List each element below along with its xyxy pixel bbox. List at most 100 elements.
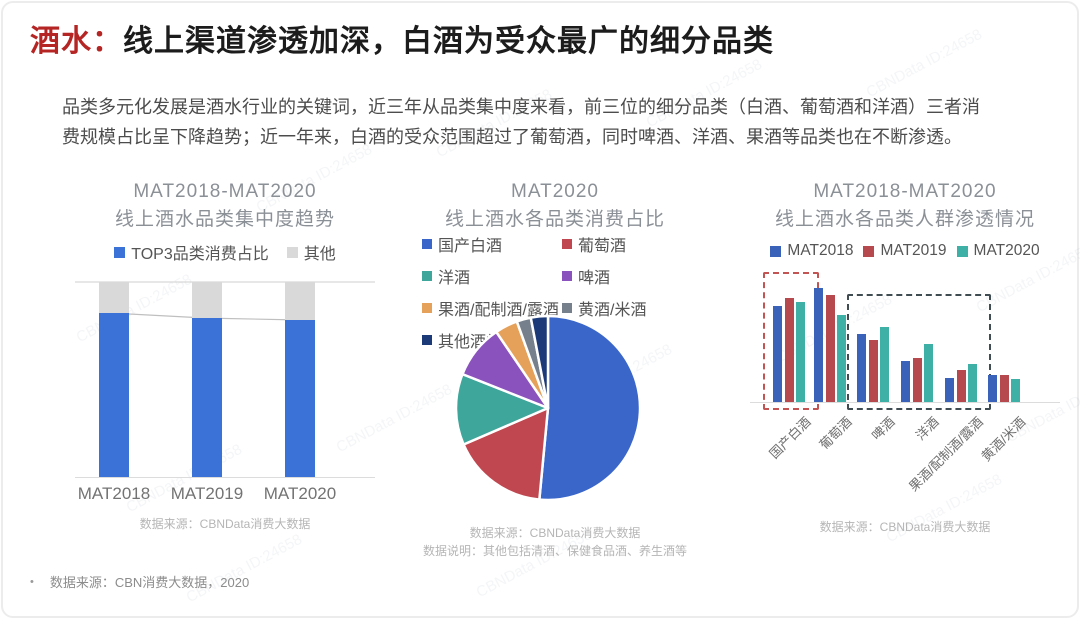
legend-label: MAT2019 xyxy=(880,242,947,259)
legend-swatch xyxy=(770,245,782,257)
legend-swatch xyxy=(562,271,572,281)
x-axis-label: 黄酒/米酒 xyxy=(978,414,1029,465)
stacked-bar xyxy=(285,282,315,477)
legend-item: TOP3品类消费占比 xyxy=(114,240,269,264)
legend-item: MAT2018 xyxy=(770,242,853,260)
bar-segment-top3 xyxy=(99,313,129,477)
legend-item: 葡萄酒 xyxy=(562,232,626,256)
grouped-bar xyxy=(868,340,878,402)
legend-swatch xyxy=(286,246,298,258)
chart-title: MAT2018-MAT2020 xyxy=(133,181,317,202)
right-legend: MAT2018 MAT2019 MAT2020 xyxy=(740,242,1070,260)
legend-label: 果酒/配制酒/露酒 xyxy=(438,302,559,319)
grouped-bar xyxy=(1011,379,1020,402)
footer-source: • 数据来源：CBN消费大数据，2020 xyxy=(30,572,249,591)
grouped-bar xyxy=(945,378,954,402)
legend-swatch xyxy=(114,246,126,258)
grouped-bar xyxy=(814,288,823,402)
pie-slice xyxy=(462,406,550,501)
bar-segment-top3 xyxy=(192,318,222,477)
stacked-bar xyxy=(192,282,222,477)
legend-label: 啤酒 xyxy=(578,270,611,287)
legend-label: 黄酒/米酒 xyxy=(578,302,647,319)
intro-text: 品类多元化发展是酒水行业的关键词，近三年从品类集中度来看，前三位的细分品类（白酒… xyxy=(62,97,980,147)
footer-bullet: • xyxy=(30,575,34,588)
legend-label: 其他 xyxy=(303,246,336,263)
note-caption: 数据说明：其他包括清酒、保健食品酒、养生酒等 xyxy=(422,544,687,558)
legend-item: 黄酒/米酒 xyxy=(562,296,646,320)
watermark-text: CBNData ID:24658 xyxy=(863,25,985,102)
chart-title: MAT2020 xyxy=(511,181,599,202)
pie-chart xyxy=(450,310,646,511)
legend-label: TOP3品类消费占比 xyxy=(131,246,269,263)
legend-swatch xyxy=(562,303,572,313)
legend-item: 其他 xyxy=(286,240,336,264)
x-axis-label: 葡萄酒 xyxy=(816,414,855,453)
grouped-bar xyxy=(837,315,846,402)
stacked-bar xyxy=(99,282,129,477)
page-title-rest: 线上渠道渗透加深，白酒为受众最广的细分品类 xyxy=(123,25,774,58)
x-axis-label: MAT2020 xyxy=(263,484,337,503)
x-axis-label: 洋酒 xyxy=(912,414,942,444)
grouped-bar xyxy=(773,306,782,402)
page-title-prefix: 酒水： xyxy=(30,25,123,58)
legend-label: 洋酒 xyxy=(438,270,471,287)
grouped-bar xyxy=(988,374,997,402)
page-title: 酒水：线上渠道渗透加深，白酒为受众最广的细分品类 xyxy=(30,16,774,60)
legend-swatch xyxy=(562,239,572,249)
legend-swatch xyxy=(863,245,875,257)
x-axis-label: MAT2019 xyxy=(170,484,244,503)
x-axis-label: 国产白酒 xyxy=(766,414,814,462)
grouped-bar xyxy=(880,326,889,402)
chart-subtitle: 线上酒水各品类人群渗透情况 xyxy=(774,209,1035,230)
legend-item: 果酒/配制酒/露酒 xyxy=(422,296,559,320)
chart-subtitle: 线上酒水品类集中度趋势 xyxy=(114,209,335,230)
chart-panel-penetration: MAT2018-MAT2020 线上酒水各品类人群渗透情况 MAT2018 MAT… xyxy=(740,178,1070,578)
left-plot: MAT2018 MAT2019 MAT2020 xyxy=(60,178,390,578)
x-axis-label: MAT2018 xyxy=(77,484,151,503)
legend-item: 国产白酒 xyxy=(422,232,502,256)
legend-swatch xyxy=(422,303,432,313)
pie-slice xyxy=(454,372,550,446)
pie-slice xyxy=(538,314,642,502)
chart-title: MAT2018-MAT2020 xyxy=(813,181,997,202)
chart-panel-share: MAT2020 线上酒水各品类消费占比 国产白酒 洋酒 果酒/配制酒/露酒 其他酒类葡… xyxy=(400,178,710,578)
source-caption: 数据来源：CBNData消费大数据 xyxy=(139,517,311,531)
grouped-bar xyxy=(912,357,922,402)
footer-text: 数据来源：CBN消费大数据，2020 xyxy=(49,575,250,590)
grouped-bar xyxy=(999,374,1009,402)
grouped-bar xyxy=(924,343,933,402)
grouped-bar xyxy=(901,361,910,402)
highlight-box xyxy=(847,294,991,410)
legend-label: MAT2020 xyxy=(973,242,1040,259)
source-caption: 数据来源：CBNData消费大数据 xyxy=(469,526,641,540)
chart-panel-concentration: MAT2018-MAT2020 线上酒水品类集中度趋势 TOP3品类消费占比 其他… xyxy=(60,178,390,578)
legend-label: 葡萄酒 xyxy=(578,238,627,255)
grouped-bar xyxy=(857,333,866,402)
source-caption: 数据来源：CBNData消费大数据 xyxy=(819,520,991,534)
legend-item: 洋酒 xyxy=(422,264,470,288)
bar-segment-top3 xyxy=(285,320,315,477)
x-axis-line xyxy=(75,477,375,478)
chart-subtitle: 线上酒水各品类消费占比 xyxy=(444,209,665,230)
legend-item: 啤酒 xyxy=(562,264,610,288)
grouped-bar xyxy=(784,298,794,402)
x-axis-line xyxy=(750,402,1060,403)
legend-swatch xyxy=(422,335,432,345)
grouped-bar xyxy=(968,364,977,402)
grouped-bar xyxy=(825,294,835,402)
pie-slice xyxy=(529,314,550,410)
right-plot: 国产白酒 葡萄酒 啤酒 洋酒 果酒/配制酒/露酒 黄酒/米酒 xyxy=(740,178,1070,578)
legend-label: MAT2018 xyxy=(787,242,854,259)
bar-segment-other xyxy=(99,282,129,314)
bar-segment-other xyxy=(285,282,315,320)
legend-item: MAT2019 xyxy=(863,242,947,260)
left-legend: TOP3品类消费占比 其他 xyxy=(60,240,390,264)
grouped-bar xyxy=(796,301,805,402)
x-axis-label: 啤酒 xyxy=(868,414,898,444)
grouped-bar xyxy=(956,370,966,402)
legend-label: 国产白酒 xyxy=(438,238,503,255)
legend-item: MAT2020 xyxy=(956,242,1040,260)
legend-swatch xyxy=(422,239,432,249)
